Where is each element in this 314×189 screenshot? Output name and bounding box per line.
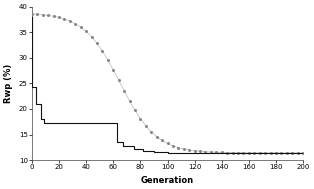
Y-axis label: Rwp (%): Rwp (%) [4,64,13,103]
X-axis label: Generation: Generation [141,176,194,185]
